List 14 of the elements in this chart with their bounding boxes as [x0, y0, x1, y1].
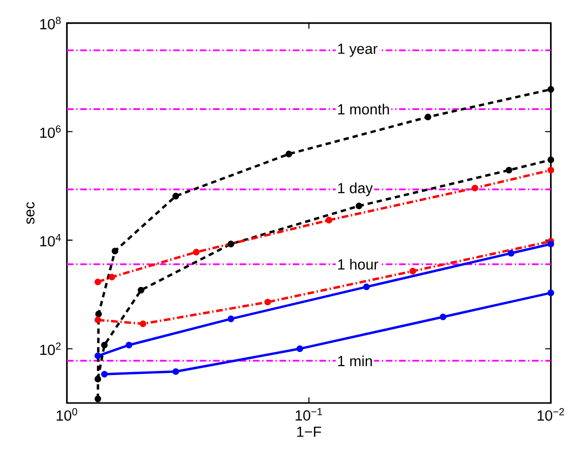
- y-tick-label: 10$^{4}$: [40, 234, 61, 246]
- y-tick-label: 10$^{6}$: [40, 125, 61, 138]
- y-axis-title: sec: [26, 202, 34, 224]
- ref-line-label: 1 hour: [338, 258, 378, 270]
- ref-line-label: 1 year: [338, 44, 378, 57]
- x-tick-label: 10$^{−1}$: [296, 408, 322, 421]
- ref-line-label: 1 month: [338, 104, 389, 114]
- ref-line-label: 1 min: [338, 356, 372, 366]
- x-tick-label: 10$^{0}$: [56, 408, 78, 421]
- y-tick-label: 10$^{2}$: [40, 342, 61, 356]
- y-tick-label: 10$^{8}$: [40, 16, 61, 30]
- x-tick-label: 10$^{−2}$: [538, 408, 564, 421]
- ref-line-label: 1 day: [338, 182, 373, 196]
- x-axis-title: 1−F: [297, 426, 322, 437]
